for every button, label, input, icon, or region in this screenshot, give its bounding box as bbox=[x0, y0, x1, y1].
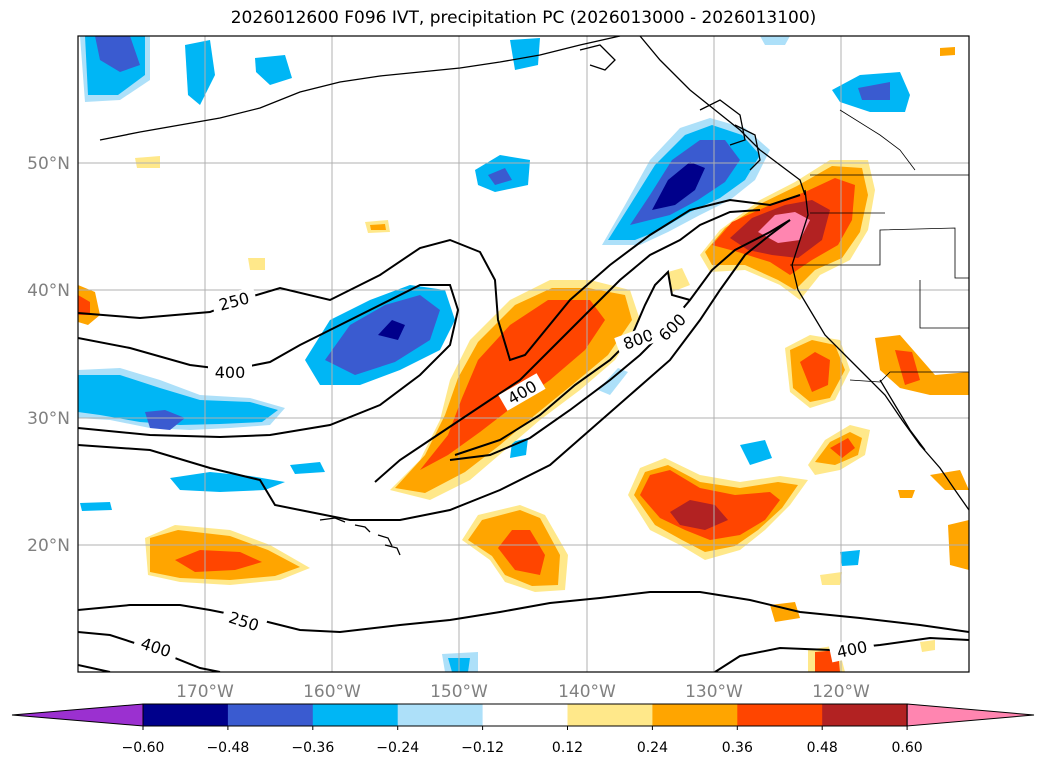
colorbar-extend-high bbox=[906, 703, 1035, 727]
colorbar-segment bbox=[227, 704, 314, 726]
positive-precip-anomalies bbox=[78, 47, 969, 672]
colorbar-tick-label: 0.48 bbox=[807, 740, 838, 756]
map-area: 250 400 400 800 600 250 400 400 bbox=[78, 36, 969, 672]
colorbar-segment bbox=[143, 704, 229, 726]
colorbar-tick-label: −0.36 bbox=[291, 740, 334, 756]
colorbar-tick-label: 0.12 bbox=[552, 740, 583, 756]
colorbar-segment bbox=[312, 704, 399, 726]
colorbar-ticks: −0.60 −0.48 −0.36 −0.24 −0.12 0.12 0.24 0.36 0.4… bbox=[122, 726, 923, 756]
ivt-contour-250-south bbox=[78, 591, 969, 634]
colorbar-tick-label: 0.24 bbox=[637, 740, 668, 756]
lon-label-150w: 150°W bbox=[430, 682, 488, 702]
colorbar-tick-label: −0.60 bbox=[122, 740, 165, 756]
colorbar-tick-label: 0.60 bbox=[892, 740, 923, 756]
colorbar-segment bbox=[737, 704, 823, 726]
colorbar-segment bbox=[652, 704, 738, 726]
ivt-contour-400-b bbox=[78, 219, 791, 521]
lat-label-30: 30°N bbox=[27, 409, 70, 429]
colorbar-segments bbox=[11, 703, 1035, 727]
lon-label-140w: 140°W bbox=[558, 682, 616, 702]
latitude-labels: 50°N 40°N 30°N 20°N bbox=[27, 154, 70, 556]
lon-label-130w: 130°W bbox=[685, 682, 743, 702]
ivt-label-400-a: 400 bbox=[215, 363, 246, 382]
colorbar-extend-low bbox=[11, 703, 144, 727]
lat-label-20: 20°N bbox=[27, 536, 70, 556]
colorbar-tick-label: −0.48 bbox=[206, 740, 249, 756]
map-frame bbox=[77, 35, 970, 673]
colorbar-segment bbox=[822, 704, 908, 726]
map-title: 2026012600 F096 IVT, precipitation PC (2… bbox=[230, 8, 817, 28]
political-borders bbox=[790, 109, 969, 383]
coastlines bbox=[99, 36, 969, 556]
alaska-coast bbox=[99, 36, 621, 141]
ivt-contour-400-inner bbox=[374, 209, 761, 483]
colorbar-tick-label: −0.24 bbox=[376, 740, 419, 756]
lat-label-40: 40°N bbox=[27, 281, 70, 301]
lon-label-120w: 120°W bbox=[812, 682, 870, 702]
lon-label-170w: 170°W bbox=[176, 682, 234, 702]
colorbar-segment bbox=[567, 704, 653, 726]
colorbar-segment bbox=[397, 704, 484, 726]
na-west-coast bbox=[791, 189, 969, 511]
graticule bbox=[78, 36, 969, 672]
colorbar-segment bbox=[482, 704, 568, 726]
negative-precip-anomalies bbox=[78, 36, 910, 672]
lon-label-160w: 160°W bbox=[303, 682, 361, 702]
colorbar-outline bbox=[142, 703, 908, 727]
longitude-labels: 170°W 160°W 150°W 140°W 130°W 120°W bbox=[176, 682, 870, 702]
colorbar-tick-label: −0.12 bbox=[461, 740, 504, 756]
lat-label-50: 50°N bbox=[27, 154, 70, 174]
colorbar: −0.60 −0.48 −0.36 −0.24 −0.12 0.12 0.24 0.36 0.4… bbox=[11, 703, 1035, 756]
colorbar-tick-label: 0.36 bbox=[722, 740, 753, 756]
